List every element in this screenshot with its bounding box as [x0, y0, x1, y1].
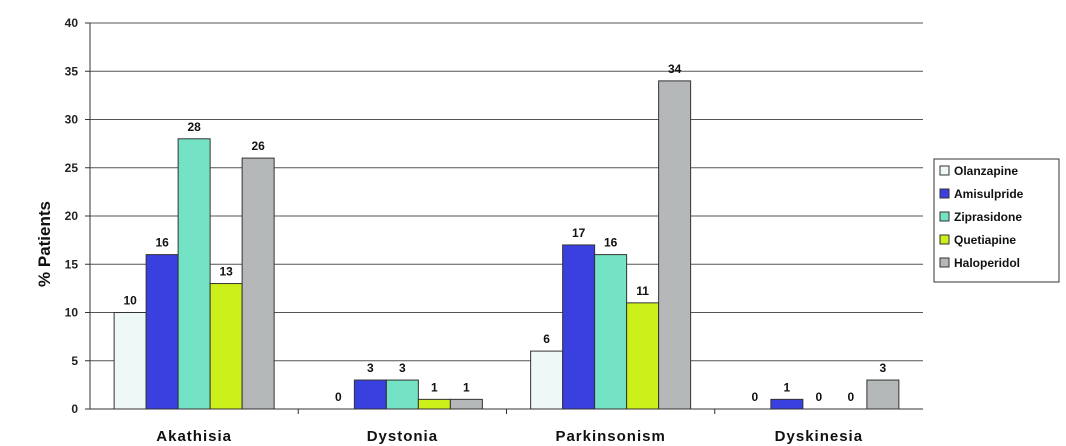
- legend-swatch-quetiapine: [939, 234, 950, 245]
- data-label: 0: [816, 390, 823, 404]
- data-label: 16: [155, 236, 169, 250]
- y-axis-label: % Patients: [35, 201, 54, 287]
- legend-entry-haloperidol: Haloperidol: [954, 256, 1020, 270]
- category-label-dyskinesia: Dyskinesia: [775, 428, 863, 445]
- legend-entry-amisulpride: Amisulpride: [954, 187, 1024, 201]
- bar-ziprasidone-akathisia: [177, 138, 211, 410]
- data-label: 0: [752, 390, 759, 404]
- bar-haloperidol-akathisia: [241, 157, 275, 410]
- category-label-dystonia: Dystonia: [367, 428, 438, 445]
- y-tick-label: 40: [65, 16, 79, 30]
- bar-amisulpride-akathisia: [145, 254, 179, 410]
- data-label: 6: [543, 332, 550, 346]
- data-label: 3: [367, 361, 374, 375]
- y-tick-label: 10: [65, 306, 79, 320]
- y-tick-label: 5: [71, 354, 78, 368]
- data-label: 3: [399, 361, 406, 375]
- data-label: 17: [572, 226, 586, 240]
- data-label: 0: [848, 390, 855, 404]
- y-tick-label: 20: [65, 209, 79, 223]
- legend-entry-olanzapine: Olanzapine: [954, 164, 1018, 178]
- y-tick-label: 30: [65, 113, 79, 127]
- legend-swatch-ziprasidone: [939, 211, 950, 222]
- bar-quetiapine-parkinsonism: [626, 302, 660, 410]
- bar-olanzapine-parkinsonism: [530, 350, 564, 410]
- category-label-akathisia: Akathisia: [156, 428, 232, 445]
- data-label: 1: [463, 380, 470, 394]
- bars: [113, 80, 900, 410]
- data-label: 28: [187, 120, 201, 134]
- legend-swatch-haloperidol: [939, 257, 950, 268]
- bar-haloperidol-dystonia: [449, 398, 483, 410]
- bar-ziprasidone-dystonia: [385, 379, 419, 410]
- data-label: 1: [431, 380, 438, 394]
- axes: [89, 23, 923, 414]
- legend-entry-quetiapine: Quetiapine: [954, 233, 1016, 247]
- bar-amisulpride-dyskinesia: [770, 398, 804, 410]
- legend-swatch-olanzapine: [939, 165, 950, 176]
- legend-swatch-amisulpride: [939, 188, 950, 199]
- data-label: 11: [636, 284, 649, 298]
- y-axis-ticks: 0 5 10 15 20 25 30 35 40: [65, 16, 90, 416]
- bar-quetiapine-akathisia: [209, 283, 243, 410]
- data-label: 16: [604, 236, 618, 250]
- data-label: 0: [335, 390, 342, 404]
- data-label: 3: [880, 361, 887, 375]
- legend: Olanzapine Amisulpride Ziprasidone Quetiapi…: [933, 158, 1060, 283]
- y-tick-label: 15: [65, 257, 79, 271]
- bar-amisulpride-dystonia: [353, 379, 387, 410]
- legend-entry-ziprasidone: Ziprasidone: [954, 210, 1022, 224]
- data-label: 10: [123, 294, 137, 308]
- data-label: 34: [668, 62, 682, 76]
- data-label: 1: [784, 380, 791, 394]
- bar-amisulpride-parkinsonism: [562, 244, 596, 410]
- legend-box: [933, 158, 1060, 283]
- bar-haloperidol-dyskinesia: [866, 379, 900, 410]
- bar-haloperidol-parkinsonism: [658, 80, 692, 410]
- bar-quetiapine-dystonia: [417, 398, 451, 410]
- y-tick-label: 35: [65, 64, 79, 78]
- data-label: 26: [251, 139, 265, 153]
- y-tick-label: 0: [71, 402, 78, 416]
- bar-olanzapine-akathisia: [113, 312, 147, 410]
- y-tick-label: 25: [65, 161, 79, 175]
- category-label-parkinsonism: Parkinsonism: [555, 428, 665, 445]
- x-axis-categories: Akathisia Dystonia Parkinsonism Dyskinesia: [156, 428, 863, 445]
- data-label: 13: [219, 265, 233, 279]
- bar-ziprasidone-parkinsonism: [594, 254, 628, 410]
